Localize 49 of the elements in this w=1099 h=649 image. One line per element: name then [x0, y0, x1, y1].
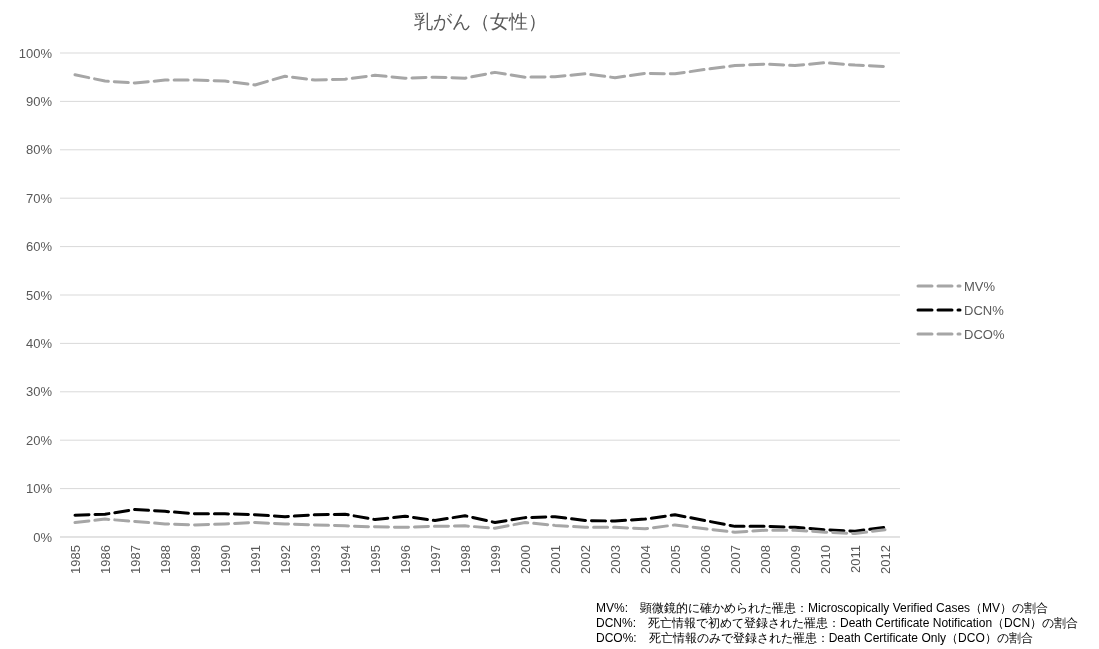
x-tick-label: 1987 — [127, 545, 143, 574]
y-tick-label: 20% — [25, 432, 53, 448]
x-tick-label: 2000 — [517, 545, 533, 574]
x-tick-label: 1986 — [97, 545, 113, 574]
x-tick-label: 1997 — [427, 545, 443, 574]
y-tick-label: 70% — [25, 190, 53, 206]
legend-label: MV% — [964, 278, 996, 294]
line-series — [73, 61, 887, 87]
text: MV%: 顕微鏡的に確かめられた罹患：Microscopically Verified Cases（MV）の割合 — [596, 601, 1049, 615]
y-tick-label: 60% — [25, 239, 53, 255]
x-tick-label: 2006 — [697, 545, 713, 574]
y-tick-label: 0% — [33, 529, 53, 545]
x-tick-label: 2007 — [727, 545, 743, 574]
x-tick-label: 1995 — [367, 545, 383, 574]
x-tick-label: 1993 — [307, 545, 323, 574]
x-tick-label: 2009 — [787, 545, 803, 574]
x-tick-label: 1985 — [67, 545, 83, 574]
chart-title: 乳がん（女性） — [413, 11, 547, 32]
x-tick-label: 1998 — [457, 545, 473, 574]
x-tick-label: 1988 — [157, 545, 173, 574]
y-tick-label: 10% — [25, 481, 53, 497]
line-series — [73, 517, 887, 536]
x-tick-label: 1992 — [277, 545, 293, 574]
x-tick-label: 1994 — [337, 545, 353, 574]
x-tick-label: 1996 — [397, 545, 413, 574]
y-tick-label: 80% — [25, 142, 53, 158]
line-series — [73, 507, 887, 533]
x-tick-label: 2001 — [547, 545, 563, 574]
x-tick-label: 1999 — [487, 545, 503, 574]
x-tick-label: 1991 — [247, 545, 263, 574]
x-tick-label: 2011 — [847, 545, 863, 573]
x-tick-label: 2003 — [607, 545, 623, 574]
y-tick-label: 90% — [25, 93, 53, 109]
legend-label: DCN% — [964, 302, 1005, 318]
text: DCO%: 死亡情報のみで登録された罹患：Death Certificate Only（DCO）の割合 — [596, 631, 1033, 645]
x-tick-label: 1989 — [187, 545, 203, 574]
y-tick-label: 30% — [25, 384, 53, 400]
y-tick-label: 50% — [25, 287, 53, 303]
x-tick-label: 2012 — [877, 545, 893, 574]
y-tick-label: 40% — [25, 335, 53, 351]
x-tick-label: 1990 — [217, 545, 233, 574]
x-tick-label: 2004 — [637, 545, 653, 574]
y-tick-label: 100% — [18, 45, 53, 61]
x-tick-label: 2010 — [817, 545, 833, 574]
x-tick-label: 2008 — [757, 545, 773, 574]
x-tick-label: 2005 — [667, 545, 683, 574]
text: DCN%: 死亡情報で初めて登録された罹患：Death Certificate Notification（DCN）の割合 — [596, 616, 1079, 630]
x-tick-label: 2002 — [577, 545, 593, 574]
legend-label: DCO% — [964, 326, 1005, 342]
